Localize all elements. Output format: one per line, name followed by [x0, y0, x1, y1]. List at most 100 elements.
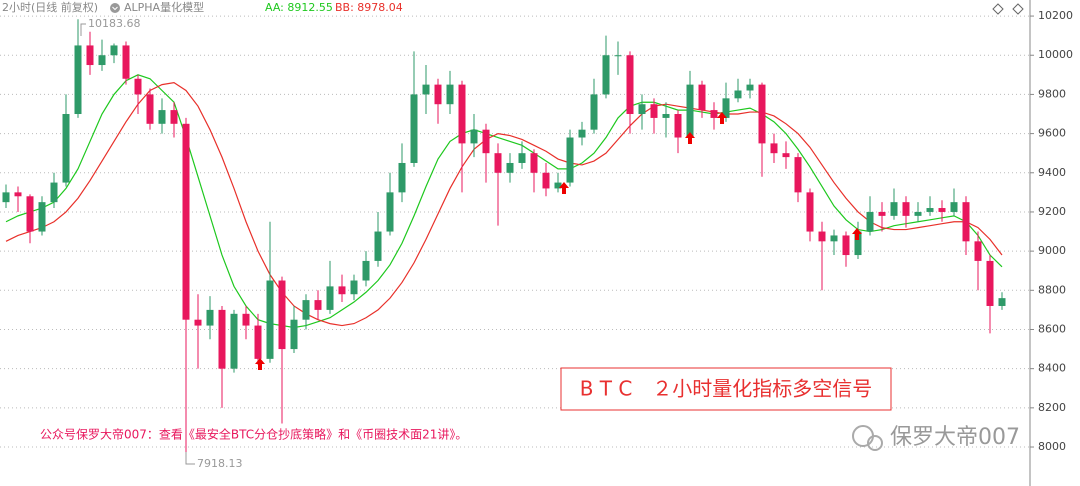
candle-body	[338, 286, 346, 295]
candle-body	[26, 196, 34, 232]
y-tick-label: 9200	[1038, 205, 1066, 218]
candle-body	[806, 192, 814, 232]
y-tick-label: 8400	[1038, 362, 1066, 375]
candle-body	[98, 55, 106, 66]
y-tick-label: 8800	[1038, 283, 1066, 296]
icon-diamond[interactable]	[1012, 3, 1024, 15]
candle-body	[62, 114, 70, 183]
candle-body	[122, 45, 130, 79]
moving-averages	[5, 74, 1003, 329]
candle-body	[14, 192, 22, 197]
low-leader	[185, 452, 195, 465]
indicator-icon	[110, 3, 120, 13]
candle-body	[494, 153, 502, 173]
candle-body	[950, 202, 958, 212]
watermark: 保罗大帝007	[890, 425, 1020, 450]
candle-body	[650, 104, 658, 118]
candle-body	[194, 319, 202, 326]
signal-arrow	[717, 112, 727, 124]
candle-body	[290, 319, 298, 350]
y-tick-label: 9000	[1038, 244, 1066, 257]
candle-body	[50, 182, 58, 203]
candle-body	[446, 84, 454, 105]
candle-body	[758, 84, 766, 144]
high-annotation: 10183.68	[88, 17, 141, 30]
indicator-name: ALPHA量化模型	[124, 0, 204, 14]
candle-body	[746, 84, 754, 91]
signal-box	[560, 367, 892, 411]
y-tick-label: 8600	[1038, 322, 1066, 335]
candle-body	[74, 45, 82, 115]
y-tick-label: 9400	[1038, 166, 1066, 179]
candles	[2, 19, 1006, 464]
high-leader	[80, 23, 86, 36]
y-tick-label: 9600	[1038, 127, 1066, 140]
candle-body	[326, 286, 334, 310]
candle-body	[866, 211, 874, 232]
candle-body	[530, 153, 538, 173]
candle-body	[878, 211, 886, 216]
candle-body	[638, 104, 646, 115]
candle-body	[206, 309, 214, 326]
candle-body	[170, 110, 178, 124]
candle-body	[38, 202, 46, 232]
candle-body	[374, 231, 382, 261]
watermark-icon	[867, 435, 883, 451]
candle-body	[386, 192, 394, 232]
y-tick-label: 9800	[1038, 87, 1066, 100]
candle-body	[770, 143, 778, 154]
candle-body	[410, 94, 418, 163]
candle-body	[398, 162, 406, 193]
candle-body	[938, 208, 946, 212]
candle-body	[146, 94, 154, 124]
candle-body	[566, 137, 574, 183]
candle-body	[974, 241, 982, 261]
candle-body	[962, 202, 970, 242]
candle-body	[350, 280, 358, 295]
candle-body	[518, 153, 526, 163]
indicator-icon-arrow	[112, 6, 118, 11]
candle-body	[218, 309, 226, 369]
candle-body	[794, 157, 802, 193]
candle-body	[782, 153, 790, 158]
candle-body	[482, 129, 490, 154]
signal-title: B T C ２小时量化指标多空信号	[580, 377, 873, 401]
candle-body	[158, 110, 166, 124]
candle-body	[890, 202, 898, 216]
footer-note: 公众号保罗大帝007：查看《最安全BTC分仓抄底策略》和《币圈技术面21讲》。	[40, 427, 467, 442]
y-tick-label: 10000	[1038, 48, 1073, 61]
candle-body	[434, 84, 442, 105]
candle-body	[230, 313, 238, 369]
candle-body	[314, 300, 322, 310]
candle-body	[458, 84, 466, 144]
low-annotation: 7918.13	[197, 457, 243, 470]
candle-body	[614, 55, 622, 57]
signal-arrows	[255, 112, 862, 370]
candle-body	[278, 280, 286, 350]
candle-body	[578, 129, 586, 138]
candle-body	[710, 110, 718, 118]
candle-body	[362, 260, 370, 281]
candle-body	[2, 192, 10, 203]
icon-diamond[interactable]	[992, 3, 1004, 15]
candle-body	[626, 55, 634, 115]
candle-body	[698, 84, 706, 111]
candle-body	[722, 98, 730, 118]
candle-body	[134, 78, 142, 95]
candle-body	[110, 45, 118, 56]
candle-body	[686, 84, 694, 138]
candle-body	[734, 90, 742, 99]
candle-body	[470, 129, 478, 144]
signal-arrow	[559, 182, 569, 194]
candle-body	[506, 162, 514, 173]
signal-arrow	[852, 228, 862, 240]
candle-body	[818, 231, 826, 242]
candle-body	[302, 300, 310, 320]
candle-body	[998, 298, 1006, 306]
candle-body	[662, 114, 670, 118]
candle-body	[86, 45, 94, 66]
candle-body	[842, 235, 850, 256]
watermark-icon	[852, 425, 874, 447]
signal-arrow	[255, 358, 265, 370]
